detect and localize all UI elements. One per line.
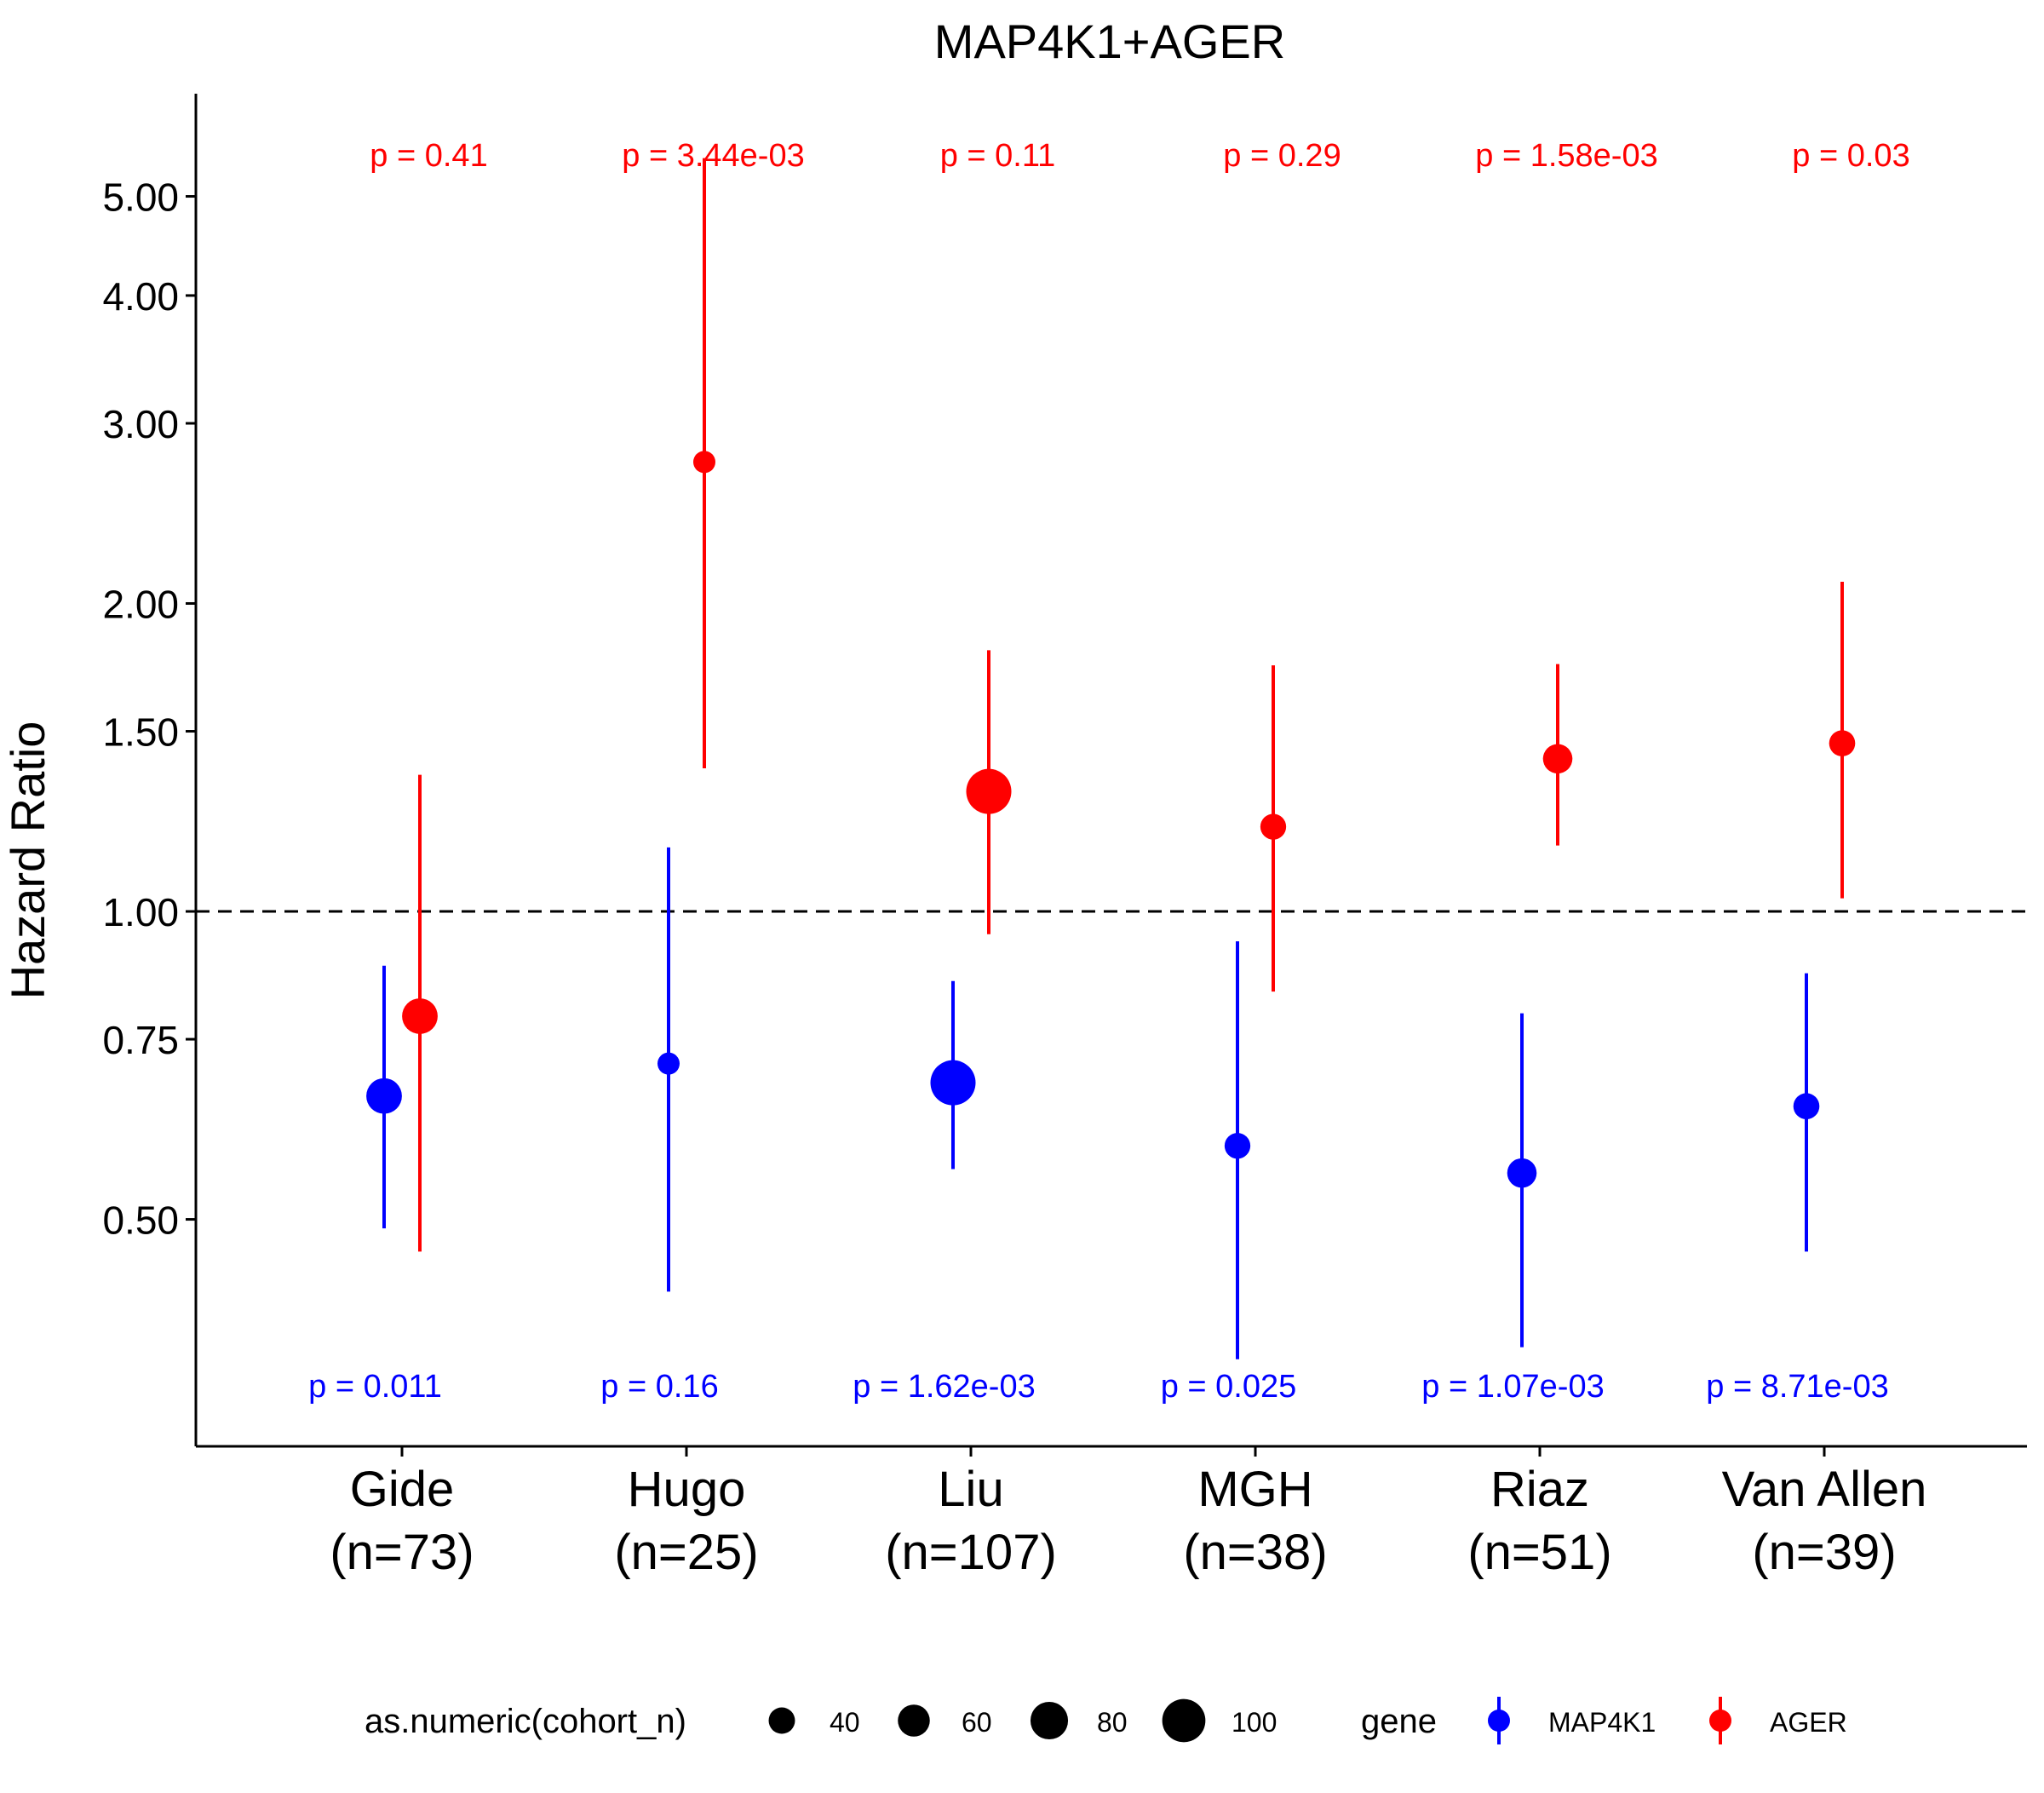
map4k1-p-value-label: p = 0.16 (600, 1369, 718, 1405)
ager-p-value-label: p = 3.44e-03 (622, 138, 804, 174)
legend-gene-label: MAP4K1 (1548, 1707, 1656, 1738)
map4k1-point (1224, 1133, 1251, 1159)
y-tick-label: 1.00 (102, 890, 179, 934)
ager-point (1542, 744, 1573, 774)
y-tick-label: 0.50 (102, 1198, 179, 1243)
y-tick-label: 4.00 (102, 274, 179, 319)
map4k1-p-value-label: p = 0.011 (308, 1369, 442, 1405)
map4k1-point (1507, 1158, 1537, 1188)
chart-title: MAP4K1+AGER (934, 14, 1285, 68)
legend-size-label: 80 (1097, 1707, 1128, 1738)
x-tick-label: MGH (1197, 1462, 1312, 1517)
x-tick-sublabel: (n=73) (330, 1525, 474, 1580)
legend-size-label: 40 (830, 1707, 860, 1738)
legend-size-swatch (1162, 1698, 1206, 1743)
x-tick-label: Van Allen (1722, 1462, 1927, 1517)
map4k1-point (930, 1060, 976, 1106)
x-tick-label: Gide (350, 1462, 455, 1517)
ager-point (1260, 813, 1287, 840)
map4k1-point (657, 1052, 680, 1075)
map4k1-point (366, 1078, 402, 1114)
map4k1-p-value-label: p = 8.71e-03 (1706, 1369, 1888, 1405)
y-tick-label: 3.00 (102, 402, 179, 446)
y-tick-label: 0.75 (102, 1018, 179, 1062)
map4k1-p-value-label: p = 1.07e-03 (1421, 1369, 1604, 1405)
ager-p-value-label: p = 1.58e-03 (1475, 138, 1657, 174)
legend-gene-swatch-point (1709, 1710, 1731, 1732)
legend-size-swatch (898, 1704, 930, 1737)
x-tick-sublabel: (n=39) (1752, 1525, 1896, 1580)
legend-gene-label: AGER (1770, 1707, 1847, 1738)
y-tick-label: 5.00 (102, 175, 179, 220)
legend-gene-title: gene (1361, 1703, 1437, 1740)
y-tick-label: 2.00 (102, 582, 179, 626)
ager-point (402, 998, 438, 1034)
x-tick-sublabel: (n=51) (1467, 1525, 1611, 1580)
legend-size-swatch (1030, 1701, 1069, 1740)
ager-point (1829, 730, 1856, 756)
ager-point (693, 451, 715, 474)
x-tick-label: Liu (938, 1462, 1003, 1517)
legend-size-label: 60 (962, 1707, 992, 1738)
x-tick-label: Hugo (628, 1462, 746, 1517)
ager-p-value-label: p = 0.03 (1792, 138, 1909, 174)
map4k1-p-value-label: p = 1.62e-03 (853, 1369, 1035, 1405)
legend-gene-swatch-point (1488, 1710, 1510, 1732)
x-tick-sublabel: (n=25) (614, 1525, 758, 1580)
x-tick-sublabel: (n=107) (885, 1525, 1057, 1580)
y-tick-label: 1.50 (102, 710, 179, 755)
legend-size-title: as.numeric(cohort_n) (365, 1703, 686, 1740)
ager-point (966, 768, 1012, 814)
ager-p-value-label: p = 0.11 (940, 138, 1056, 174)
map4k1-point (1793, 1093, 1820, 1120)
legend-size-label: 100 (1232, 1707, 1277, 1738)
x-tick-label: Riaz (1490, 1462, 1589, 1517)
ager-p-value-label: p = 0.41 (370, 138, 487, 174)
legend-size-swatch (768, 1707, 795, 1734)
y-axis-title: Hazard Ratio (1, 721, 55, 1000)
x-tick-sublabel: (n=38) (1183, 1525, 1327, 1580)
map4k1-p-value-label: p = 0.025 (1161, 1369, 1297, 1405)
ager-p-value-label: p = 0.29 (1223, 138, 1341, 174)
